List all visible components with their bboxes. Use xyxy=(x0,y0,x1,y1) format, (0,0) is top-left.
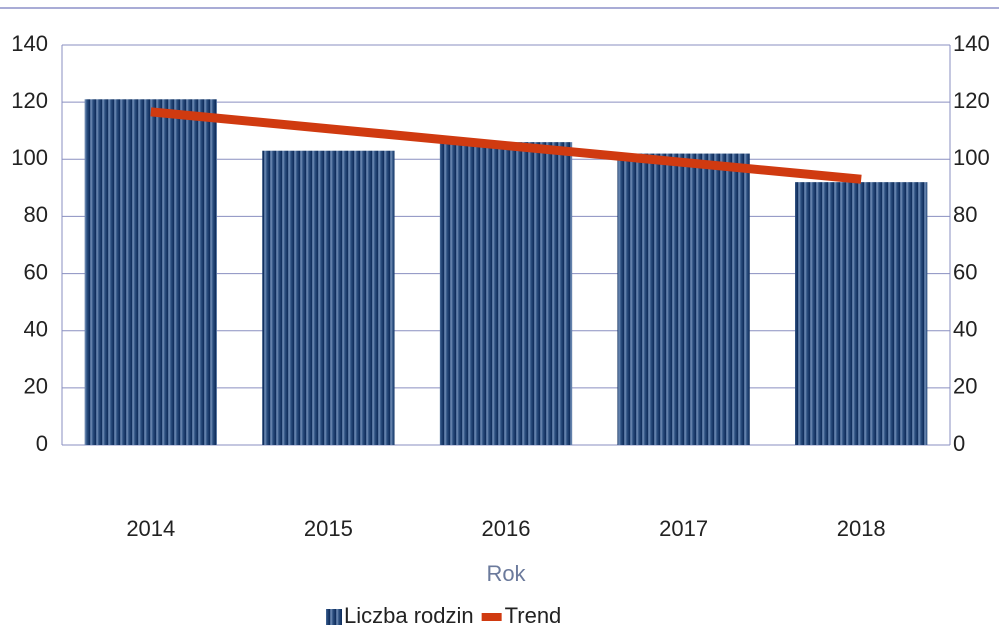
y2-tick-label: 80 xyxy=(953,202,977,227)
x-tick-label: 2016 xyxy=(482,516,531,541)
y2-tick-label: 0 xyxy=(953,431,965,456)
y-tick-label: 0 xyxy=(36,431,48,456)
x-axis-label: Rok xyxy=(486,561,526,586)
bar xyxy=(439,142,573,445)
bar xyxy=(617,153,750,446)
legend-swatch xyxy=(481,613,502,621)
y2-tick-label: 40 xyxy=(953,317,977,342)
y-tick-label: 60 xyxy=(24,259,48,284)
x-tick-label: 2017 xyxy=(659,516,708,541)
bar xyxy=(795,182,928,445)
y-tick-label: 100 xyxy=(11,145,48,170)
y2-tick-label: 120 xyxy=(953,88,990,113)
y-tick-label: 120 xyxy=(11,88,48,113)
y-tick-label: 20 xyxy=(24,374,48,399)
y2-tick-label: 100 xyxy=(953,145,990,170)
y-tick-label: 80 xyxy=(24,202,48,227)
x-tick-label: 2018 xyxy=(837,516,886,541)
y-tick-label: 40 xyxy=(24,317,48,342)
y2-tick-label: 60 xyxy=(953,259,977,284)
legend-label: Liczba rodzin xyxy=(344,603,474,628)
bar xyxy=(262,150,395,445)
y-tick-label: 140 xyxy=(11,31,48,56)
legend-swatch xyxy=(326,609,342,625)
y2-tick-label: 20 xyxy=(953,374,977,399)
legend-label: Trend xyxy=(505,603,562,628)
y2-tick-label: 140 xyxy=(953,31,990,56)
x-tick-label: 2015 xyxy=(304,516,353,541)
x-tick-label: 2014 xyxy=(126,516,175,541)
bar xyxy=(84,99,217,446)
trend-line xyxy=(150,107,862,184)
